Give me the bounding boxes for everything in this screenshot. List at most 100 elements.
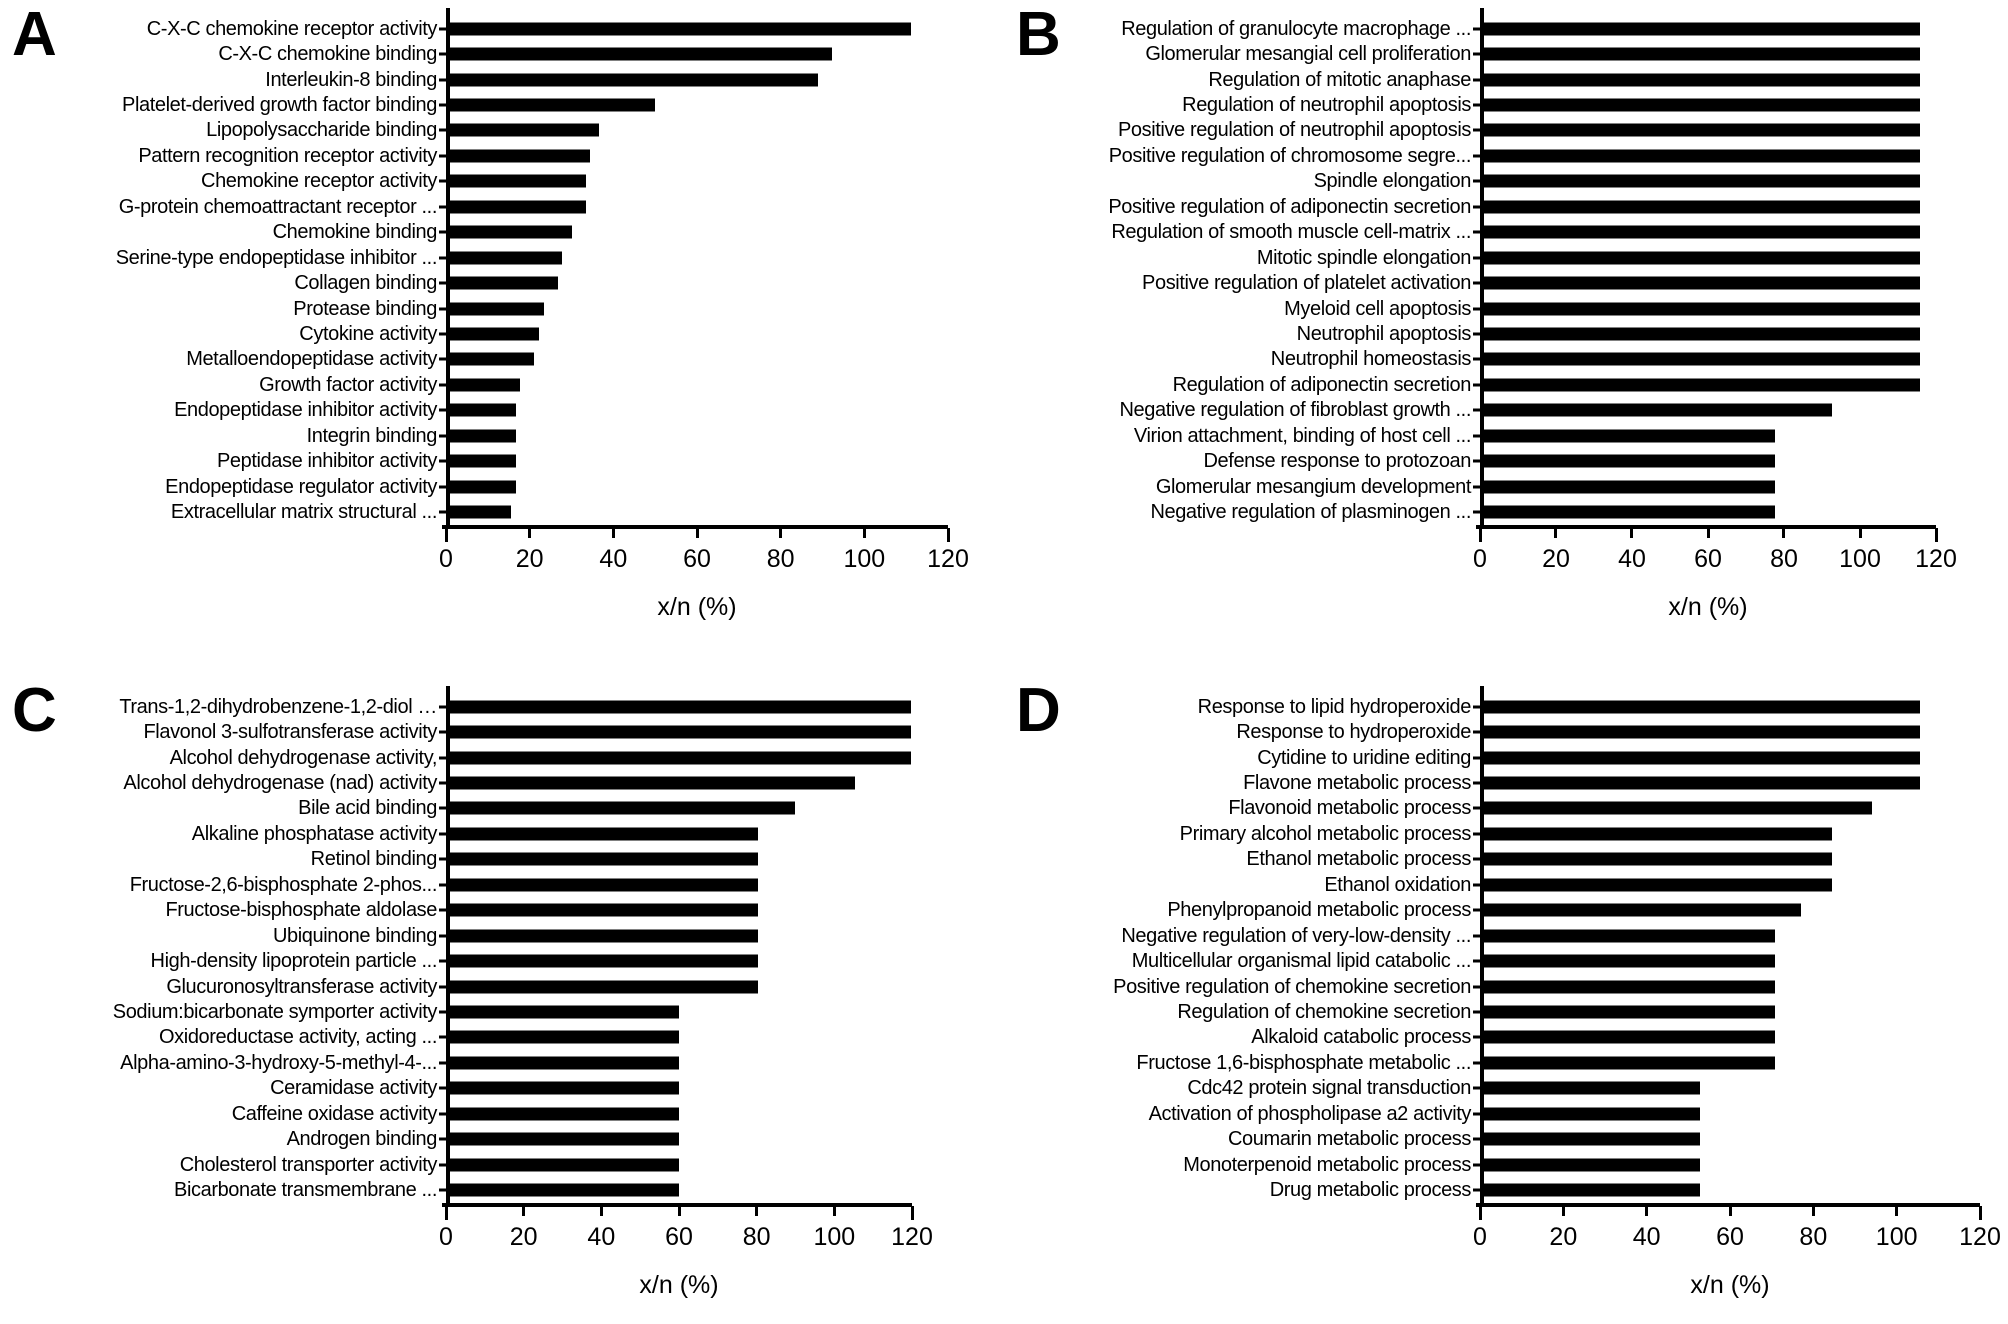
category-label: Fructose-bisphosphate aldolase <box>165 899 437 922</box>
bar-row: Ethanol oxidation <box>1004 872 2008 897</box>
bar-track <box>439 847 1004 872</box>
x-axis-tick-label: 20 <box>509 1222 538 1251</box>
y-axis-tick <box>439 1112 446 1116</box>
y-axis-tick <box>439 52 446 56</box>
bar <box>446 149 591 163</box>
y-axis-tick <box>1473 103 1480 107</box>
bar-row: Myeloid cell apoptosis <box>1004 296 2008 321</box>
bar-row: Regulation of chemokine secretion <box>1004 999 2008 1024</box>
bar-track <box>439 16 1004 41</box>
y-axis-tick <box>439 1086 446 1090</box>
bar-row: Sodium:bicarbonate symporter activity <box>0 999 1004 1024</box>
bar-row: Collagen binding <box>0 270 1004 295</box>
bar-track <box>439 398 1004 423</box>
category-label: Phenylpropanoid metabolic process <box>1167 899 1471 922</box>
x-axis-tick-mark <box>599 1205 603 1216</box>
y-axis-tick <box>1473 985 1480 989</box>
y-axis-tick <box>439 27 446 31</box>
bar-track <box>439 118 1004 143</box>
bar-row: Peptidase inhibitor activity <box>0 448 1004 473</box>
y-axis-line <box>1480 686 1484 1203</box>
x-axis-tick-label: 80 <box>742 1222 771 1251</box>
category-label: Multicellular organismal lipid catabolic… <box>1131 950 1472 973</box>
bar <box>446 852 758 866</box>
x-axis-tick-mark <box>1728 1205 1732 1216</box>
bar-row: Androgen binding <box>0 1126 1004 1151</box>
category-label: Trans-1,2-dihydrobenzene-1,2-diol … <box>119 695 437 718</box>
bar-row: Neutrophil homeostasis <box>1004 347 2008 372</box>
bar-row: Regulation of adiponectin secretion <box>1004 372 2008 397</box>
x-axis-tick-mark <box>755 1205 759 1216</box>
bar-track <box>439 1050 1004 1075</box>
bar-track <box>1473 796 2008 821</box>
bar-track <box>1473 270 2008 295</box>
bar-row: Regulation of mitotic anaphase <box>1004 67 2008 92</box>
category-label: Bile acid binding <box>298 797 437 820</box>
bar-row: Glomerular mesangial cell proliferation <box>1004 41 2008 66</box>
category-label: Protease binding <box>293 297 437 320</box>
category-label: Response to hydroperoxide <box>1236 721 1471 744</box>
bar-row: Endopeptidase regulator activity <box>0 474 1004 499</box>
bar-row: Cdc42 protein signal transduction <box>1004 1076 2008 1101</box>
bar-row: Cholesterol transporter activity <box>0 1152 1004 1177</box>
bar <box>446 725 911 739</box>
bar-row: Monoterpenoid metabolic process <box>1004 1152 2008 1177</box>
bar <box>446 827 758 841</box>
category-label: Regulation of adiponectin secretion <box>1172 373 1472 396</box>
bar <box>1480 73 1920 87</box>
panel-d: D Response to lipid hydroperoxide Respons… <box>1004 662 2008 1324</box>
category-label: Androgen binding <box>286 1128 438 1151</box>
bar <box>446 505 512 519</box>
bar-track <box>1473 474 2008 499</box>
category-label: Oxidoreductase activity, acting ... <box>159 1026 437 1049</box>
category-label: Alcohol dehydrogenase activity, <box>169 746 438 769</box>
category-label: Ethanol oxidation <box>1324 873 1471 896</box>
x-axis-tick-label: 40 <box>587 1222 616 1251</box>
y-axis-tick <box>439 934 446 938</box>
bar-track <box>439 1177 1004 1202</box>
bar-row: Cytokine activity <box>0 321 1004 346</box>
category-label: Extracellular matrix structural ... <box>170 501 437 524</box>
bar-row: Alcohol dehydrogenase (nad) activity <box>0 770 1004 795</box>
x-axis-tick-label: 0 <box>439 1222 453 1251</box>
bar-row: Trans-1,2-dihydrobenzene-1,2-diol … <box>0 694 1004 719</box>
y-axis-tick <box>439 1035 446 1039</box>
bar-track <box>1473 398 2008 423</box>
bar <box>1480 852 1832 866</box>
bar-row: Negative regulation of very-low-density … <box>1004 923 2008 948</box>
bar-row: Bile acid binding <box>0 796 1004 821</box>
bar-row: Serine-type endopeptidase inhibitor ... <box>0 245 1004 270</box>
bar <box>1480 251 1920 265</box>
y-axis-tick <box>439 256 446 260</box>
panel-d-chart: Response to lipid hydroperoxide Response … <box>1004 686 2008 1300</box>
x-axis-line <box>1476 524 1936 529</box>
y-axis-line <box>446 686 450 1203</box>
bar <box>1480 174 1920 188</box>
y-axis-tick <box>1473 806 1480 810</box>
bar <box>1480 47 1920 61</box>
category-label: Flavonol 3-sulfotransferase activity <box>143 721 437 744</box>
panel-a-letter: A <box>12 0 57 69</box>
category-label: Ethanol metabolic process <box>1246 848 1471 871</box>
category-label: Defense response to protozoan <box>1203 450 1472 473</box>
bar-track <box>1473 1126 2008 1151</box>
bar <box>1480 776 1920 790</box>
bar-track <box>1473 423 2008 448</box>
y-axis-tick <box>439 1163 446 1167</box>
bar-row: Glomerular mesangium development <box>1004 474 2008 499</box>
bar <box>446 480 516 494</box>
x-axis-tick-label: 0 <box>439 544 453 573</box>
bar-track <box>1473 220 2008 245</box>
bar-track <box>1473 821 2008 846</box>
y-axis-tick <box>1473 52 1480 56</box>
bar <box>1480 22 1920 36</box>
bar-track <box>439 474 1004 499</box>
bar-track <box>439 974 1004 999</box>
category-label: Positive regulation of chemokine secreti… <box>1113 975 1471 998</box>
bar-track <box>439 169 1004 194</box>
y-axis-tick <box>439 205 446 209</box>
category-label: Caffeine oxidase activity <box>231 1102 438 1125</box>
y-axis-tick <box>1473 383 1480 387</box>
category-label: Alcohol dehydrogenase (nad) activity <box>123 772 437 795</box>
bar-track <box>439 923 1004 948</box>
